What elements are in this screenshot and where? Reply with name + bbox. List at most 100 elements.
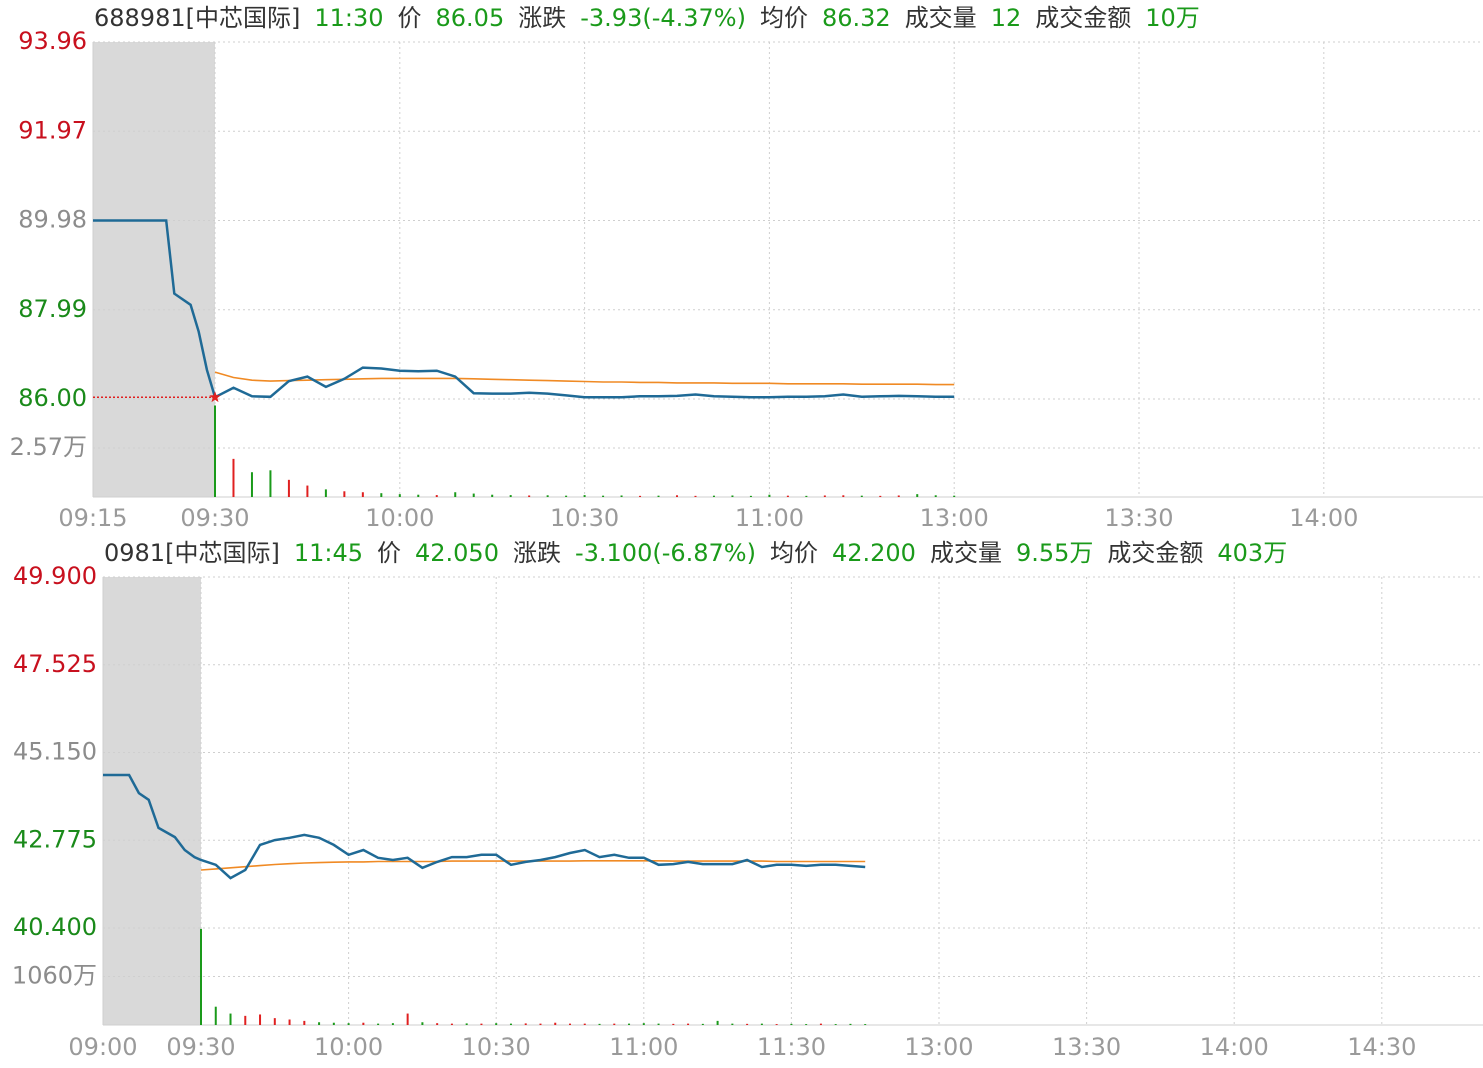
pre-open-area xyxy=(103,577,201,1025)
volume-bar xyxy=(450,1023,453,1025)
volume-bar xyxy=(760,1023,763,1025)
header-field: 涨跌 xyxy=(512,539,561,567)
header-field: 成交量 xyxy=(929,539,1002,567)
price-line xyxy=(103,773,866,880)
header-field: 均价 xyxy=(759,4,808,32)
price-line xyxy=(93,219,955,399)
header-field: 0981[中芯国际] xyxy=(104,539,280,567)
volume-tick-label: 2.57万 xyxy=(10,433,87,461)
volume-bar xyxy=(746,1023,749,1025)
pre-open-area xyxy=(93,42,215,497)
volume-bar xyxy=(398,494,401,497)
volume-bar xyxy=(583,1023,586,1025)
header-field: 11:45 xyxy=(293,539,363,567)
volume-bar xyxy=(786,495,789,497)
y-tick-label: 42.775 xyxy=(13,825,97,853)
x-tick-label: 09:30 xyxy=(166,1033,235,1061)
volume-bar xyxy=(273,1018,276,1025)
x-tick-label: 10:00 xyxy=(314,1033,383,1061)
volume-bar xyxy=(657,495,660,497)
x-tick-label: 14:00 xyxy=(1200,1033,1269,1061)
volume-bar xyxy=(343,491,346,497)
volume-bar xyxy=(480,1023,483,1025)
x-tick-label: 09:15 xyxy=(58,504,127,532)
header: 688981[中芯国际] 11:30 价 86.05 涨跌 -3.93(-4.37%) 均价… xyxy=(94,3,1214,33)
header-field: 86.05 xyxy=(435,4,505,32)
volume-bar xyxy=(583,495,586,497)
volume-bar xyxy=(842,495,845,497)
volume-bar xyxy=(805,495,808,497)
volume-bar xyxy=(716,1020,719,1025)
header-field: 42.200 xyxy=(831,539,916,567)
y-tick-label: 49.900 xyxy=(13,562,97,590)
x-tick-label: 11:30 xyxy=(757,1033,826,1061)
header-field: 12 xyxy=(990,4,1022,32)
volume-bar xyxy=(864,1024,867,1025)
volume-bar xyxy=(435,495,438,497)
x-tick-label: 10:30 xyxy=(550,504,619,532)
x-tick-label: 10:00 xyxy=(365,504,434,532)
header-field: 86.32 xyxy=(821,4,891,32)
volume-bar xyxy=(380,493,383,497)
volume-bar xyxy=(287,479,290,497)
volume-bar xyxy=(642,1023,645,1025)
volume-bar xyxy=(259,1014,262,1025)
volume-bar xyxy=(244,1015,247,1025)
volume-bar xyxy=(324,489,327,497)
header-field: 成交量 xyxy=(904,4,977,32)
volume-bar xyxy=(620,495,623,497)
volume-bar xyxy=(676,495,678,497)
volume-bar xyxy=(768,494,771,497)
volume-bar xyxy=(232,458,235,497)
volume-bar xyxy=(565,495,568,497)
y-tick-label: 47.525 xyxy=(13,650,97,678)
x-tick-label: 13:00 xyxy=(904,1033,973,1061)
y-tick-label: 87.99 xyxy=(18,295,87,323)
y-tick-label: 40.400 xyxy=(13,913,97,941)
volume-bar xyxy=(916,494,919,497)
x-tick-label: 11:00 xyxy=(735,504,804,532)
volume-bar xyxy=(819,1023,822,1025)
volume-bar xyxy=(598,1023,601,1025)
y-tick-label: 93.96 xyxy=(18,27,87,55)
volume-bar xyxy=(491,494,494,497)
volume-bar xyxy=(639,495,642,497)
header-field: 11:30 xyxy=(314,4,384,32)
volume-bar xyxy=(495,1023,498,1025)
header-field: 成交金额 xyxy=(1107,539,1204,567)
header-field: 688981[中芯国际] xyxy=(94,4,301,32)
volume-bar xyxy=(731,495,734,497)
header-field: 403万 xyxy=(1217,539,1288,567)
volume-bar xyxy=(613,1023,616,1025)
header-field: 成交金额 xyxy=(1035,4,1132,32)
y-tick-label: 45.150 xyxy=(13,738,97,766)
header-field: 9.55万 xyxy=(1015,539,1094,567)
volume-bar xyxy=(805,1024,808,1025)
volume-bar xyxy=(417,494,420,497)
volume-bar xyxy=(860,495,863,497)
volume-bar xyxy=(849,1023,852,1025)
volume-bar xyxy=(391,1023,394,1025)
header-field: 42.050 xyxy=(414,539,499,567)
volume-bar xyxy=(701,1023,704,1025)
volume-bar xyxy=(528,495,531,497)
average-line xyxy=(214,371,955,386)
volume-bar xyxy=(687,1023,690,1025)
volume-bar xyxy=(834,1024,837,1025)
volume-bar xyxy=(200,928,202,1025)
volume-bar xyxy=(214,1006,217,1025)
volume-bar xyxy=(657,1023,660,1025)
volume-bar xyxy=(465,1023,468,1025)
volume-bar xyxy=(288,1019,291,1025)
volume-bar xyxy=(229,1013,232,1025)
volume-bar xyxy=(672,1023,675,1025)
y-tick-label: 89.98 xyxy=(18,206,87,234)
volume-tick-label: 1060万 xyxy=(12,962,97,990)
volume-bar xyxy=(731,1023,734,1025)
header-field: 10万 xyxy=(1145,4,1200,32)
volume-bar xyxy=(897,495,900,497)
x-tick-label: 13:30 xyxy=(1104,504,1173,532)
volume-bar xyxy=(406,1013,409,1025)
volume-bar xyxy=(472,493,475,497)
header-field: 均价 xyxy=(769,539,818,567)
